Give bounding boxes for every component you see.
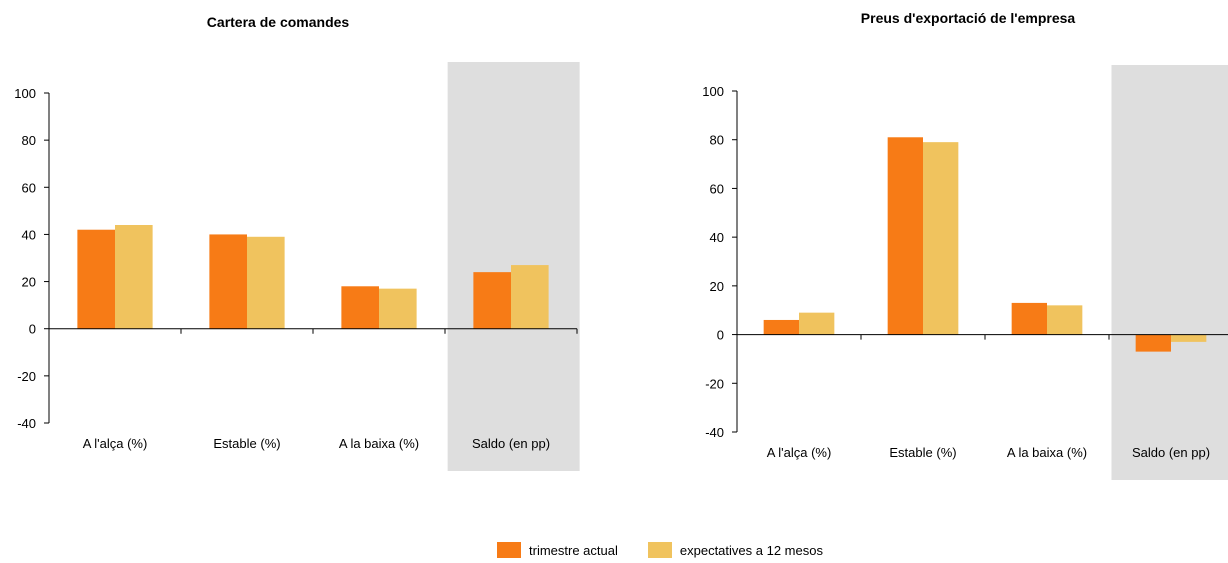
- chart-title: Preus d'exportació de l'empresa: [861, 10, 1076, 26]
- legend-swatch-current: [497, 542, 521, 558]
- y-tick-label: -20: [705, 376, 724, 391]
- y-tick-label: -40: [705, 425, 724, 440]
- y-tick-label: 60: [710, 181, 724, 196]
- bar-current: [77, 229, 115, 329]
- bar-expected: [799, 312, 835, 335]
- x-tick-label: Saldo (en pp): [472, 436, 550, 451]
- bar-expected: [923, 142, 959, 335]
- bar-current: [1011, 302, 1047, 335]
- y-tick-label: 80: [22, 133, 36, 148]
- chart-1: Cartera de comandes -40 -20 0 20 40 60 80 100 A l…: [14, 14, 580, 471]
- y-tick-label: 0: [29, 322, 36, 337]
- legend-item-current: trimestre actual: [497, 542, 618, 558]
- y-tick-label: 40: [22, 227, 36, 242]
- x-tick-label: Saldo (en pp): [1132, 445, 1210, 460]
- legend: trimestre actual expectatives a 12 mesos: [497, 542, 853, 558]
- bar-current: [341, 286, 379, 329]
- x-tick-label: A la baixa (%): [1007, 445, 1087, 460]
- y-tick-label: 80: [710, 133, 724, 148]
- bar-current: [1135, 334, 1171, 352]
- legend-swatch-expected: [647, 542, 672, 558]
- y-tick-label: 100: [14, 86, 36, 101]
- y-tick-label: 20: [710, 279, 724, 294]
- bar-current: [887, 137, 923, 335]
- x-tick-label: Estable (%): [889, 445, 956, 460]
- y-tick-label: -40: [17, 416, 36, 431]
- bar-expected: [247, 236, 285, 329]
- y-tick-label: -20: [17, 369, 36, 384]
- x-tick-label: A la baixa (%): [339, 436, 419, 451]
- y-tick-label: 0: [717, 328, 724, 343]
- chart-2: Preus d'exportació de l'empresa -40 -20 0 20…: [702, 10, 1228, 480]
- y-tick-label: 40: [710, 230, 724, 245]
- x-tick-label: Estable (%): [213, 436, 280, 451]
- bar-expected: [379, 288, 417, 329]
- chart-title: Cartera de comandes: [207, 14, 350, 30]
- bar-expected: [1171, 334, 1207, 342]
- legend-item-expected: expectatives a 12 mesos: [647, 542, 823, 558]
- x-tick-label: A l'alça (%): [83, 436, 148, 451]
- bar-current: [763, 319, 799, 335]
- x-tick-label: A l'alça (%): [767, 445, 832, 460]
- y-tick-label: 60: [22, 180, 36, 195]
- bar-current: [473, 272, 511, 329]
- bar-expected: [511, 265, 549, 329]
- y-tick-label: 100: [702, 84, 724, 99]
- bar-expected: [115, 225, 153, 329]
- legend-label-current: trimestre actual: [529, 542, 618, 558]
- bar-expected: [1047, 305, 1083, 335]
- bar-current: [209, 234, 247, 329]
- y-tick-label: 20: [22, 275, 36, 290]
- legend-label-expected: expectatives a 12 mesos: [679, 542, 823, 558]
- shaded-region: [1111, 65, 1228, 480]
